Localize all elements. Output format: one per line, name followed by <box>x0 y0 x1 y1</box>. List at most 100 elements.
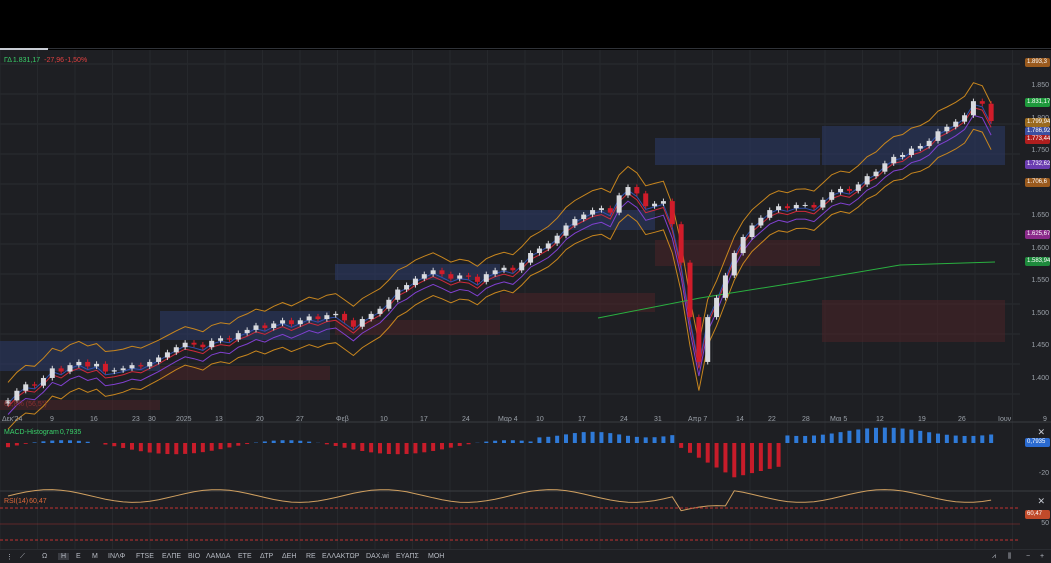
toolbar-item[interactable]: ΜΟΗ <box>428 553 444 560</box>
macd-bar <box>980 435 984 443</box>
macd-legend: MACD-Histogram0,7935 <box>4 428 85 438</box>
macd-bar <box>59 440 63 443</box>
candle-body <box>316 316 321 319</box>
macd-bar <box>130 443 134 450</box>
macd-value: 0,7935 <box>60 429 81 436</box>
toolbar-item[interactable]: ΕΛΛΑΚΤΩΡ <box>322 553 359 560</box>
bars-icon[interactable]: ⫼ <box>1008 553 1011 561</box>
macd-bar <box>334 443 338 446</box>
macd-bar <box>157 443 161 453</box>
x-tick-label: 31 <box>654 416 662 423</box>
candle-body <box>342 314 347 320</box>
x-tick-label: 28 <box>802 416 810 423</box>
draw-line-icon[interactable]: ⟋ <box>20 553 25 561</box>
minus-icon[interactable]: − <box>1026 553 1030 560</box>
candle-body <box>59 368 64 371</box>
macd-bar <box>24 443 28 444</box>
candle-body <box>502 268 507 271</box>
candle-body <box>431 270 436 274</box>
macd-bar <box>989 435 993 443</box>
toolbar-item[interactable]: Ω <box>42 553 47 560</box>
candle-body <box>758 218 763 226</box>
chart-type-icon[interactable]: ⩘ <box>992 553 996 561</box>
toolbar-item[interactable]: DAX.wi <box>366 553 389 560</box>
candle-body <box>696 317 701 362</box>
x-tick-label: 17 <box>578 416 586 423</box>
macd-bar <box>502 440 506 443</box>
x-tick-label: 16 <box>90 416 98 423</box>
toolbar-item[interactable]: FTSE <box>136 553 154 560</box>
candle-body <box>882 163 887 171</box>
macd-bar <box>219 443 223 449</box>
candle-body <box>519 263 524 271</box>
toolbar-item[interactable]: ΕΛΠΕ <box>162 553 181 560</box>
toolbar-item[interactable]: E <box>76 553 81 560</box>
chart-area[interactable]: ΓΔ1.831,17-27,96-1,50% MACD-Histogram0,7… <box>0 50 1051 549</box>
candle-body <box>617 195 622 212</box>
candle-body <box>103 364 108 372</box>
macd-bar <box>901 429 905 443</box>
candle-body <box>776 206 781 210</box>
macd-bar <box>121 443 125 448</box>
toolbar-item[interactable]: ΕΤΕ <box>238 553 252 560</box>
macd-bar <box>963 436 967 443</box>
candle-body <box>546 243 551 248</box>
candle-body <box>634 187 639 193</box>
zone-box <box>655 138 820 165</box>
macd-bar <box>644 437 648 443</box>
candle-body <box>386 300 391 309</box>
macd-bar <box>165 443 169 454</box>
candle-body <box>23 384 28 390</box>
toolbar-item[interactable]: ΔΕΗ <box>282 553 296 560</box>
macd-bar <box>15 443 19 445</box>
candle-body <box>466 275 471 276</box>
candle-body <box>767 210 772 218</box>
macd-bar <box>794 436 798 443</box>
zone-box <box>500 293 655 312</box>
macd-bar <box>715 443 719 468</box>
toolbar-item[interactable]: ΔΤΡ <box>260 553 273 560</box>
macd-bar <box>954 436 958 443</box>
macd-bar <box>759 443 763 471</box>
rsi-value: 60,47 <box>29 498 47 505</box>
rsi-label: RSI(14) <box>4 498 28 505</box>
toolbar-item[interactable]: M <box>92 553 98 560</box>
macd-bar <box>449 443 453 448</box>
toolbar-item[interactable]: ΕΥΑΠΣ <box>396 553 419 560</box>
chart-canvas[interactable] <box>0 50 1051 549</box>
price-change: -27,96 <box>44 57 64 64</box>
toolbar-item[interactable]: BIO <box>188 553 200 560</box>
y-tick-label: 1.850 <box>1031 82 1049 89</box>
macd-bar <box>174 443 178 454</box>
candle-body <box>68 365 73 371</box>
macd-bar <box>750 443 754 473</box>
x-tick-label: 22 <box>768 416 776 423</box>
candle-body <box>555 236 560 244</box>
close-rsi-icon[interactable]: ✕ <box>1037 496 1045 507</box>
candle-body <box>262 325 267 328</box>
y-tick-label: 1.650 <box>1031 212 1049 219</box>
macd-bar <box>272 441 276 443</box>
macd-bar <box>112 443 116 446</box>
candle-body <box>378 309 383 314</box>
candle-body <box>581 215 586 219</box>
macd-bar <box>892 428 896 443</box>
macd-bar <box>511 440 515 443</box>
close-macd-icon[interactable]: ✕ <box>1037 427 1045 438</box>
candle-body <box>183 343 188 347</box>
macd-bar <box>936 434 940 443</box>
macd-bar <box>741 443 745 475</box>
candle-body <box>413 279 418 285</box>
info-icon[interactable]: ⋮ <box>6 553 13 561</box>
candle-body <box>76 362 81 365</box>
y-tick-label: 1.450 <box>1031 342 1049 349</box>
toolbar-item[interactable]: ΙΝΛΦ <box>108 553 125 560</box>
plus-icon[interactable]: + <box>1040 553 1044 560</box>
candle-body <box>510 268 515 271</box>
macd-bar <box>688 443 692 453</box>
candle-body <box>493 270 498 274</box>
toolbar-item[interactable]: ΛΑΜΔΑ <box>206 553 231 560</box>
candle-body <box>750 225 755 237</box>
toolbar-item[interactable]: H <box>58 553 69 560</box>
toolbar-item[interactable]: RE <box>306 553 316 560</box>
